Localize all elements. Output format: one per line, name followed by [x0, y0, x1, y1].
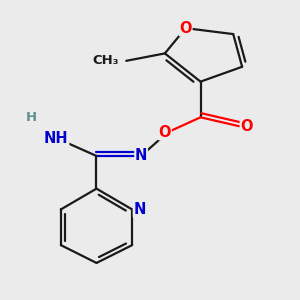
Text: H: H	[26, 111, 37, 124]
Text: NH: NH	[44, 130, 69, 146]
Text: N: N	[135, 148, 147, 164]
Text: O: O	[240, 119, 253, 134]
Text: N: N	[134, 202, 146, 217]
Text: O: O	[240, 119, 253, 134]
Text: O: O	[179, 21, 192, 36]
Text: N: N	[134, 202, 146, 217]
Text: O: O	[159, 125, 171, 140]
Text: NH: NH	[44, 130, 69, 146]
Text: CH₃: CH₃	[92, 54, 119, 67]
Text: N: N	[135, 148, 147, 164]
Text: O: O	[159, 125, 171, 140]
Text: O: O	[179, 21, 192, 36]
